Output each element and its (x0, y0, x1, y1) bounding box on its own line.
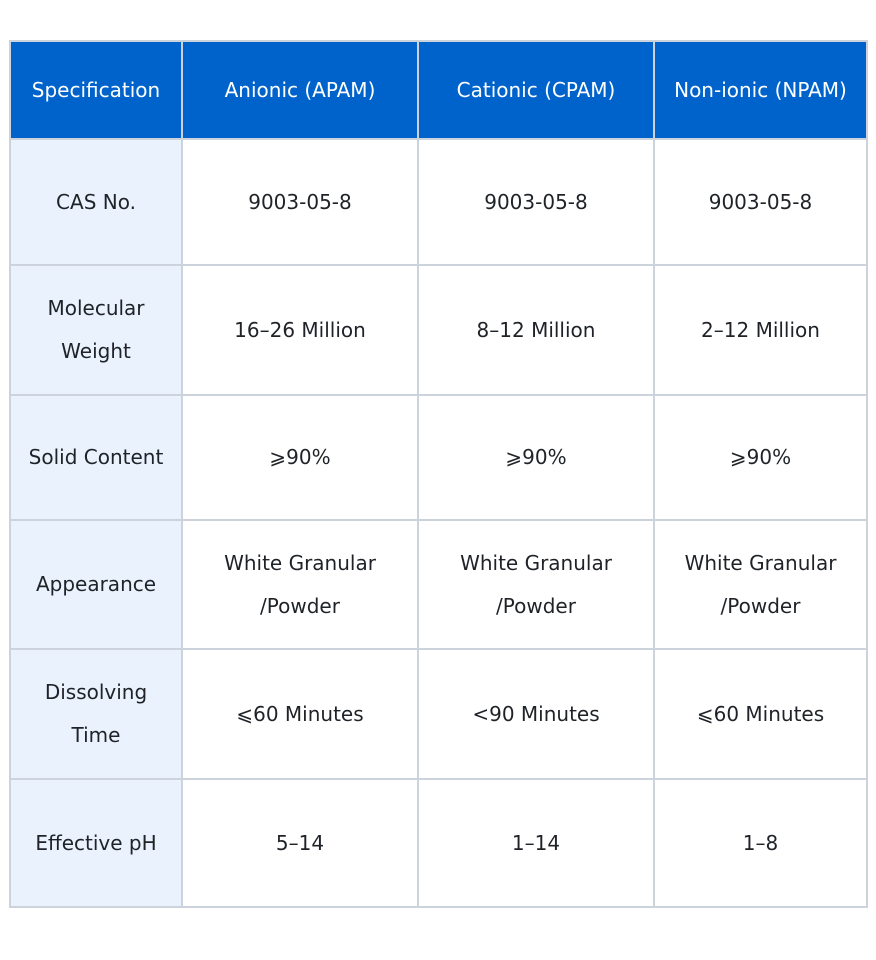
cell-nonionic-appearance: White Granular /Powder (653, 519, 868, 650)
cell-cationic-molecular-weight: 8–12 Million (417, 264, 655, 396)
row-label-cas-no: CAS No. (9, 138, 183, 266)
table-row: CAS No. 9003-05-8 9003-05-8 9003-05-8 (9, 138, 868, 266)
table-header-row: Specification Anionic (APAM) Cationic (C… (9, 40, 868, 140)
header-nonionic: Non-ionic (NPAM) (653, 40, 868, 140)
header-specification: Specification (9, 40, 183, 140)
row-label-molecular-weight: Molecular Weight (9, 264, 183, 396)
table-row: Dissolving Time ⩽60 Minutes <90 Minutes … (9, 648, 868, 780)
cell-cationic-effective-ph: 1–14 (417, 778, 655, 908)
table-row: Molecular Weight 16–26 Million 8–12 Mill… (9, 264, 868, 396)
row-label-appearance: Appearance (9, 519, 183, 650)
cell-anionic-dissolving-time: ⩽60 Minutes (181, 648, 419, 780)
cell-anionic-molecular-weight: 16–26 Million (181, 264, 419, 396)
specification-table: Specification Anionic (APAM) Cationic (C… (9, 40, 868, 908)
cell-nonionic-solid-content: ⩾90% (653, 394, 868, 521)
cell-nonionic-cas-no: 9003-05-8 (653, 138, 868, 266)
header-cationic: Cationic (CPAM) (417, 40, 655, 140)
cell-nonionic-molecular-weight: 2–12 Million (653, 264, 868, 396)
table-row: Solid Content ⩾90% ⩾90% ⩾90% (9, 394, 868, 521)
row-label-solid-content: Solid Content (9, 394, 183, 521)
cell-cationic-appearance: White Granular /Powder (417, 519, 655, 650)
header-anionic: Anionic (APAM) (181, 40, 419, 140)
cell-nonionic-dissolving-time: ⩽60 Minutes (653, 648, 868, 780)
cell-anionic-appearance: White Granular /Powder (181, 519, 419, 650)
cell-cationic-solid-content: ⩾90% (417, 394, 655, 521)
cell-cationic-cas-no: 9003-05-8 (417, 138, 655, 266)
cell-cationic-dissolving-time: <90 Minutes (417, 648, 655, 780)
table-row: Effective pH 5–14 1–14 1–8 (9, 778, 868, 908)
row-label-dissolving-time: Dissolving Time (9, 648, 183, 780)
table-row: Appearance White Granular /Powder White … (9, 519, 868, 650)
cell-nonionic-effective-ph: 1–8 (653, 778, 868, 908)
cell-anionic-cas-no: 9003-05-8 (181, 138, 419, 266)
cell-anionic-effective-ph: 5–14 (181, 778, 419, 908)
row-label-effective-ph: Effective pH (9, 778, 183, 908)
cell-anionic-solid-content: ⩾90% (181, 394, 419, 521)
